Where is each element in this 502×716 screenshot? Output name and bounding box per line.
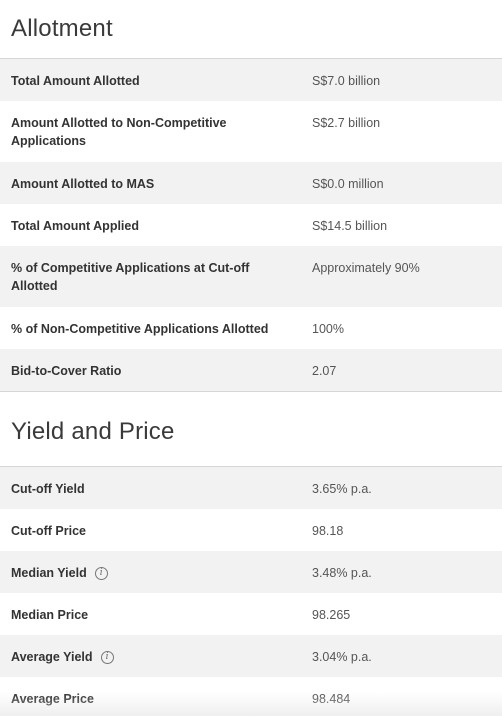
row-value: S$14.5 billion: [312, 219, 388, 233]
row-value: 100%: [312, 322, 344, 336]
row-label: % of Competitive Applications at Cut-off…: [11, 261, 250, 293]
row-label: Total Amount Allotted: [11, 74, 140, 88]
row-label: % of Non-Competitive Applications Allott…: [11, 322, 269, 336]
row-label: Cut-off Yield: [11, 482, 85, 496]
row-value: S$7.0 billion: [312, 74, 381, 88]
table-row: Average Price 98.484: [0, 677, 502, 716]
info-icon[interactable]: i: [100, 650, 114, 664]
row-value: S$2.7 billion: [312, 116, 381, 130]
row-value: 3.04% p.a.: [312, 650, 372, 664]
row-label-wrap: Median Yield i: [0, 564, 301, 582]
table-row: Cut-off Price 98.18: [0, 509, 502, 551]
info-icon[interactable]: i: [94, 566, 108, 580]
row-label-wrap: Average Yield i: [0, 648, 301, 666]
row-label: Cut-off Price: [11, 524, 86, 538]
row-label: Average Price: [11, 692, 94, 706]
row-label: Amount Allotted to MAS: [11, 177, 155, 191]
table-row: Amount Allotted to MAS S$0.0 million: [0, 162, 502, 204]
yield-price-section-title: Yield and Price: [11, 418, 175, 445]
table-row: % of Non-Competitive Applications Allott…: [0, 307, 502, 349]
allotment-section-title: Allotment: [11, 15, 113, 42]
row-value: 2.07: [312, 364, 337, 378]
table-row: Amount Allotted to Non-Competitive Appli…: [0, 101, 502, 162]
row-label: Bid-to-Cover Ratio: [11, 364, 122, 378]
row-value: 98.484: [312, 692, 351, 706]
table-row: Median Yield i 3.48% p.a.: [0, 551, 502, 593]
table-row: Total Amount Allotted S$7.0 billion: [0, 59, 502, 101]
table-row: Median Price 98.265: [0, 593, 502, 635]
row-label: Median Price: [11, 608, 89, 622]
row-label: Average Yield: [11, 650, 93, 664]
row-label: Amount Allotted to Non-Competitive Appli…: [11, 116, 227, 148]
table-row: Average Yield i 3.04% p.a.: [0, 635, 502, 677]
row-value: 3.48% p.a.: [312, 566, 372, 580]
table-row: Cut-off Yield 3.65% p.a.: [0, 467, 502, 509]
table-row: Bid-to-Cover Ratio 2.07: [0, 349, 502, 391]
table-row: % of Competitive Applications at Cut-off…: [0, 246, 502, 307]
row-label: Total Amount Applied: [11, 219, 139, 233]
yield-price-table: Cut-off Yield 3.65% p.a. Cut-off Price 9…: [0, 466, 502, 716]
row-label: Median Yield: [11, 566, 87, 580]
row-value: S$0.0 million: [312, 177, 384, 191]
table-row: Total Amount Applied S$14.5 billion: [0, 204, 502, 246]
row-value: 3.65% p.a.: [312, 482, 372, 496]
row-value: 98.18: [312, 524, 344, 538]
row-value: Approximately 90%: [312, 261, 420, 275]
allotment-table: Total Amount Allotted S$7.0 billion Amou…: [0, 58, 502, 392]
row-value: 98.265: [312, 608, 351, 622]
